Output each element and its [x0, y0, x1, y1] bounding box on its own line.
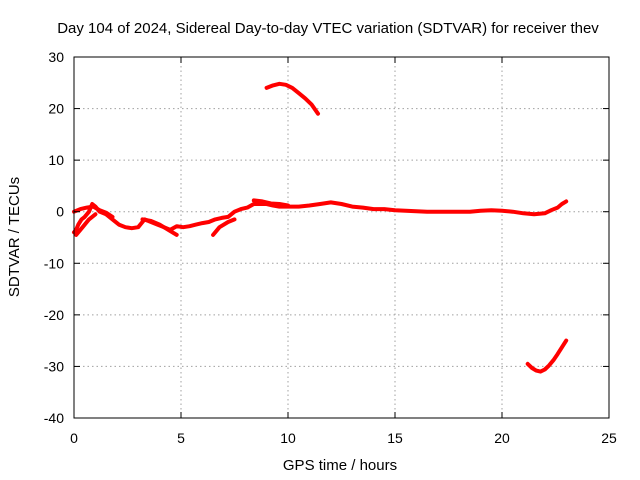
chart-title: Day 104 of 2024, Sidereal Day-to-day VTE… [57, 20, 599, 37]
series-sdtvar-fragment-a [72, 204, 115, 219]
x-tick-label: 20 [494, 430, 510, 446]
y-axis-label: SDTVAR / TECUs [6, 177, 23, 297]
series-sdtvar-lower-arc [525, 338, 569, 374]
x-tick-label: 25 [601, 430, 617, 446]
series-sdtvar-fragment-c [140, 217, 179, 237]
series-sdtvar-fragment-e [251, 198, 290, 208]
axis-ticks: 0 5 10 15 20 25 -40 -30 -20 -10 0 10 20 30 [44, 49, 617, 446]
x-tick-label: 0 [70, 430, 78, 446]
series-sdtvar-fragment-b [74, 212, 98, 237]
x-tick-label: 10 [280, 430, 296, 446]
series-sdtvar-fragment-d [211, 217, 237, 237]
series-layer [72, 81, 569, 374]
y-tick-label: 20 [48, 101, 64, 117]
y-tick-label: -40 [44, 410, 64, 426]
y-tick-label: -30 [44, 358, 64, 374]
x-axis-label: GPS time / hours [283, 457, 397, 474]
y-tick-label: -10 [44, 255, 64, 271]
y-tick-label: -20 [44, 307, 64, 323]
series-sdtvar-upper-arc [264, 81, 320, 116]
y-tick-label: 10 [48, 152, 64, 168]
y-tick-label: 0 [56, 204, 64, 220]
x-tick-label: 15 [387, 430, 403, 446]
x-tick-label: 5 [177, 430, 185, 446]
y-tick-label: 30 [48, 49, 64, 65]
series-sdtvar-main [72, 199, 569, 235]
plot-frame [73, 56, 610, 419]
